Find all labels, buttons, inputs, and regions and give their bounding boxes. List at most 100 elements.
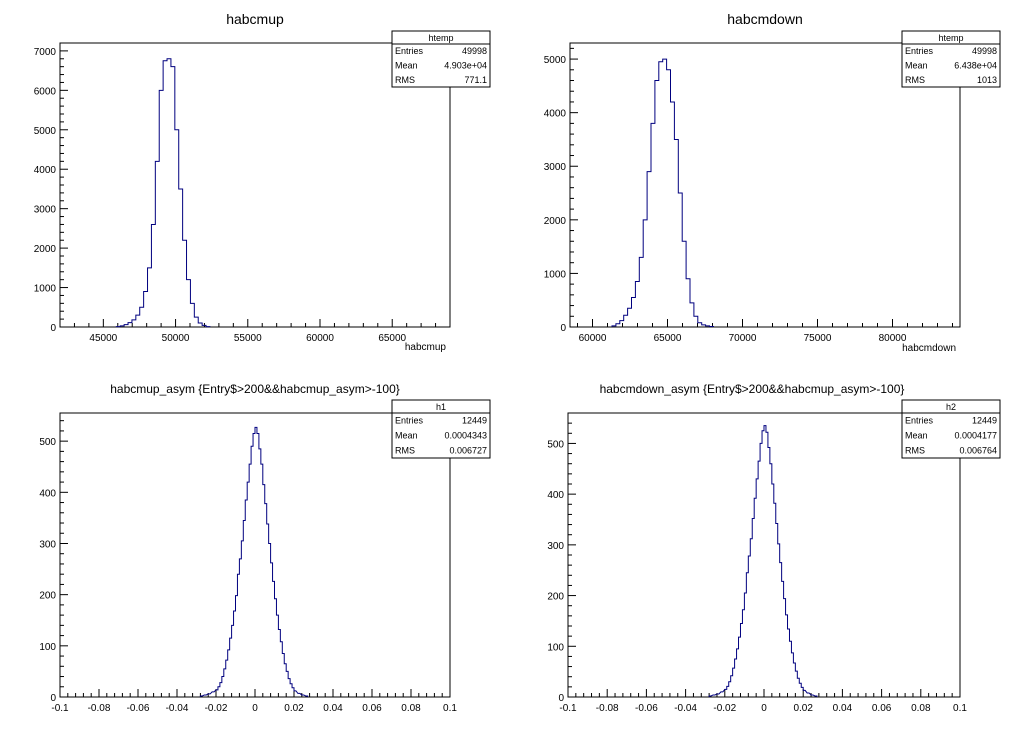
y-tick-label: 1000 bbox=[544, 269, 567, 280]
stats-row-label: RMS bbox=[905, 446, 925, 456]
chart-title: habcmup_asym {Entry$>200&&habcmup_asym>-… bbox=[110, 382, 400, 396]
x-tick-label: 45000 bbox=[89, 333, 117, 344]
x-tick-label: -0.06 bbox=[635, 703, 658, 714]
x-tick-label: -0.1 bbox=[51, 703, 69, 714]
x-tick-label: -0.04 bbox=[166, 703, 189, 714]
y-tick-label: 0 bbox=[560, 323, 566, 334]
x-tick-label: 0.08 bbox=[911, 703, 931, 714]
stats-row-value: 49998 bbox=[972, 46, 997, 56]
histogram-line bbox=[199, 426, 309, 697]
histogram-line bbox=[611, 58, 714, 327]
plot-frame bbox=[569, 42, 961, 328]
x-tick-label: 60000 bbox=[306, 333, 334, 344]
stats-row-value: 0.006727 bbox=[449, 446, 487, 456]
x-tick-label: 60000 bbox=[579, 333, 607, 344]
y-tick-label: 2000 bbox=[544, 216, 567, 227]
x-tick-label: -0.02 bbox=[205, 703, 228, 714]
y-tick-label: 3000 bbox=[34, 205, 57, 216]
y-tick-label: 0 bbox=[50, 693, 56, 704]
stats-row-label: RMS bbox=[905, 75, 925, 85]
stats-row-value: 771.1 bbox=[464, 75, 487, 85]
pad-habcmup: habcmup 45000 50000 55000 60000 65000 0 1000 2… bbox=[34, 11, 491, 353]
stats-row-value: 49998 bbox=[462, 46, 487, 56]
y-tick-label: 400 bbox=[39, 488, 56, 499]
pad-habcmdown: habcmdown 60000 65000 70000 75000 80000 0 100… bbox=[544, 11, 1001, 354]
stats-row-value: 0.0004177 bbox=[954, 431, 997, 441]
y-tick-label: 1000 bbox=[34, 284, 57, 295]
y-tick-label: 500 bbox=[547, 439, 564, 450]
y-tick-label: 500 bbox=[39, 437, 56, 448]
x-axis: -0.1 -0.08 -0.06 -0.04 -0.02 0 0.02 0.04 0.06 0.0… bbox=[51, 689, 457, 714]
x-axis-title: habcmup bbox=[405, 342, 447, 353]
x-tick-label: -0.04 bbox=[674, 703, 697, 714]
x-tick-label: 0 bbox=[252, 703, 258, 714]
x-tick-label: -0.06 bbox=[127, 703, 150, 714]
y-axis: 0 1000 2000 3000 4000 5000 6000 7000 bbox=[34, 42, 68, 334]
x-axis: -0.1 -0.08 -0.06 -0.04 -0.02 0 0.02 0.04 0.06 0.0… bbox=[559, 689, 967, 714]
x-tick-label: 0.1 bbox=[443, 703, 457, 714]
stats-name: h1 bbox=[436, 402, 446, 412]
stats-frame bbox=[391, 399, 491, 459]
y-tick-label: 2000 bbox=[34, 244, 57, 255]
x-tick-label: 0.02 bbox=[284, 703, 304, 714]
x-tick-label: -0.08 bbox=[88, 703, 111, 714]
stats-row-label: RMS bbox=[395, 446, 415, 456]
stats-frame bbox=[391, 30, 491, 88]
x-tick-label: 0.04 bbox=[323, 703, 343, 714]
y-tick-label: 7000 bbox=[34, 47, 57, 58]
x-tick-label: 75000 bbox=[804, 333, 832, 344]
stats-row-label: RMS bbox=[395, 75, 415, 85]
y-tick-label: 0 bbox=[50, 323, 56, 334]
stats-box: htemp Entries 49998 Mean 6.438e+04 RMS 1013 bbox=[901, 30, 1001, 88]
y-tick-label: 300 bbox=[39, 539, 56, 550]
stats-row-label: Entries bbox=[395, 46, 424, 56]
x-tick-label: 0.06 bbox=[872, 703, 892, 714]
y-tick-label: 4000 bbox=[34, 165, 57, 176]
stats-name: h2 bbox=[946, 402, 956, 412]
stats-row-value: 1013 bbox=[977, 75, 997, 85]
stats-row-value: 0.0004343 bbox=[444, 431, 487, 441]
x-tick-label: 70000 bbox=[729, 333, 757, 344]
stats-row-label: Entries bbox=[905, 416, 934, 426]
y-tick-label: 100 bbox=[547, 642, 564, 653]
stats-box: h2 Entries 12449 Mean 0.0004177 RMS 0.006764 bbox=[901, 399, 1001, 459]
stats-row-label: Mean bbox=[905, 61, 928, 71]
chart-title: habcmup bbox=[226, 11, 284, 27]
x-tick-label: -0.08 bbox=[596, 703, 619, 714]
y-tick-label: 5000 bbox=[544, 55, 567, 66]
x-tick-label: 65000 bbox=[654, 333, 682, 344]
x-tick-label: -0.1 bbox=[559, 703, 577, 714]
y-axis: 0 100 200 300 400 500 bbox=[547, 412, 576, 704]
plot-frame bbox=[567, 412, 961, 698]
y-tick-label: 3000 bbox=[544, 162, 567, 173]
stats-row-value: 12449 bbox=[462, 416, 487, 426]
x-tick-label: -0.02 bbox=[713, 703, 736, 714]
x-tick-label: 0.08 bbox=[401, 703, 421, 714]
y-tick-label: 4000 bbox=[544, 109, 567, 120]
stats-box: h1 Entries 12449 Mean 0.0004343 RMS 0.006727 bbox=[391, 399, 491, 459]
x-tick-label: 50000 bbox=[162, 333, 190, 344]
histogram-line bbox=[708, 425, 818, 697]
chart-title: habcmdown_asym {Entry$>200&&habcmup_asym… bbox=[600, 382, 905, 396]
x-tick-label: 55000 bbox=[234, 333, 262, 344]
x-tick-label: 65000 bbox=[378, 333, 406, 344]
x-tick-label: 0.1 bbox=[953, 703, 967, 714]
stats-name: htemp bbox=[938, 33, 963, 43]
y-axis: 0 1000 2000 3000 4000 5000 bbox=[544, 47, 578, 334]
x-tick-label: 0.06 bbox=[362, 703, 382, 714]
y-tick-label: 100 bbox=[39, 642, 56, 653]
x-tick-label: 0 bbox=[761, 703, 767, 714]
chart-title: habcmdown bbox=[727, 11, 803, 27]
stats-row-label: Mean bbox=[905, 431, 928, 441]
y-tick-label: 200 bbox=[547, 592, 564, 603]
x-axis: 45000 50000 55000 60000 65000 bbox=[59, 319, 451, 344]
stats-row-label: Entries bbox=[905, 46, 934, 56]
x-axis-title: habcmdown bbox=[902, 343, 956, 354]
y-tick-label: 400 bbox=[547, 490, 564, 501]
y-tick-label: 300 bbox=[547, 541, 564, 552]
pad-habcmdown-asym: habcmdown_asym {Entry$>200&&habcmup_asym… bbox=[547, 382, 1001, 714]
histogram-line bbox=[115, 58, 211, 328]
x-tick-label: 0.02 bbox=[793, 703, 813, 714]
stats-name: htemp bbox=[428, 33, 453, 43]
